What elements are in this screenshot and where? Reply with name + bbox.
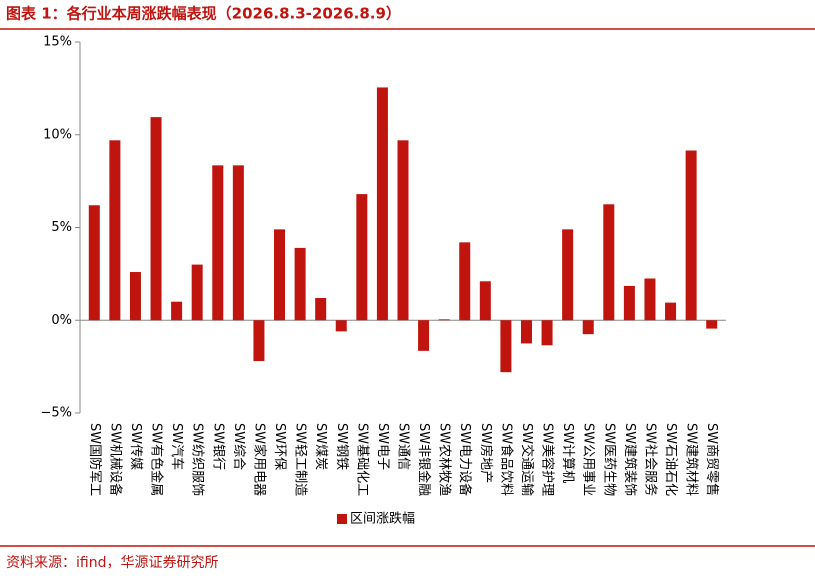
x-tick-label: SW通信 xyxy=(396,423,411,470)
x-tick-label: SW综合 xyxy=(231,423,246,470)
bar xyxy=(315,297,327,321)
bar xyxy=(562,229,574,321)
bar xyxy=(294,247,306,321)
x-tick-label: SW社会服务 xyxy=(642,423,658,496)
bar xyxy=(438,319,450,321)
y-tick-label: −5% xyxy=(40,406,72,421)
bar xyxy=(171,301,183,321)
bar xyxy=(376,87,388,321)
bar xyxy=(129,272,141,321)
x-tick-label: SW石油石化 xyxy=(663,423,678,496)
x-tick-label: SW轻工制造 xyxy=(293,423,308,496)
x-tick-label: SW电力设备 xyxy=(457,423,473,496)
x-tick-label: SW国防军工 xyxy=(87,423,103,496)
bar xyxy=(418,320,430,351)
x-tick-label: SW食品饮料 xyxy=(498,423,514,496)
bar xyxy=(274,229,286,321)
x-tick-label: SW银行 xyxy=(210,423,225,470)
bar xyxy=(150,117,162,321)
legend-swatch xyxy=(337,514,347,524)
legend-label: 区间涨跌幅 xyxy=(350,511,415,527)
bar xyxy=(335,320,347,332)
x-tick-label: SW煤炭 xyxy=(313,423,328,470)
x-tick-label: SW环保 xyxy=(272,423,287,470)
x-tick-label: SW钢铁 xyxy=(334,423,349,470)
x-tick-label: SW公用事业 xyxy=(581,423,596,496)
bar xyxy=(479,281,491,321)
bar xyxy=(685,150,697,321)
x-tick-label: SW有色金属 xyxy=(149,423,165,496)
bar xyxy=(520,320,532,344)
bar xyxy=(623,285,635,321)
y-tick-label: 5% xyxy=(51,220,72,235)
x-tick-label: SW传媒 xyxy=(128,423,143,470)
bar xyxy=(356,194,368,321)
x-tick-label: SW计算机 xyxy=(560,423,575,483)
bar xyxy=(644,278,656,321)
x-tick-label: SW纺织服饰 xyxy=(190,423,205,496)
x-tick-label: SW基础化工 xyxy=(354,423,369,496)
x-tick-label: SW电子 xyxy=(375,423,390,470)
x-tick-label: SW建筑材料 xyxy=(684,423,700,496)
y-tick-label: 0% xyxy=(51,313,72,328)
x-tick-label: SW农林牧渔 xyxy=(437,423,452,496)
bar xyxy=(459,242,471,321)
y-tick-label: 10% xyxy=(43,127,72,142)
bar xyxy=(665,302,677,321)
x-tick-label: SW建筑装饰 xyxy=(622,423,638,496)
bar xyxy=(109,140,121,321)
bar xyxy=(706,320,718,329)
bar xyxy=(232,165,244,321)
y-tick-label: 15% xyxy=(43,35,72,50)
bar xyxy=(212,165,224,321)
bar xyxy=(191,264,203,321)
x-tick-label: SW商贸零售 xyxy=(704,423,720,496)
bar xyxy=(500,320,512,373)
source: 资料来源：ifind，华源证券研究所 xyxy=(6,555,218,571)
bar xyxy=(541,320,553,346)
bar xyxy=(253,320,265,362)
x-tick-label: SW房地产 xyxy=(478,423,494,483)
bar xyxy=(582,320,594,335)
x-tick-label: SW机械设备 xyxy=(107,423,123,496)
bar xyxy=(88,205,100,321)
x-tick-label: SW交通运输 xyxy=(519,423,535,496)
x-tick-label: SW家用电器 xyxy=(251,423,267,496)
bar xyxy=(603,204,615,321)
chart-title: 图表 1：各行业本周涨跌幅表现（2026.8.3-2026.8.9） xyxy=(6,5,401,23)
x-tick-label: SW非银金融 xyxy=(416,423,432,496)
x-tick-label: SW美容护理 xyxy=(540,423,556,496)
bar xyxy=(397,140,409,321)
x-tick-label: SW医药生物 xyxy=(601,423,616,496)
x-tick-label: SW汽车 xyxy=(169,423,185,470)
